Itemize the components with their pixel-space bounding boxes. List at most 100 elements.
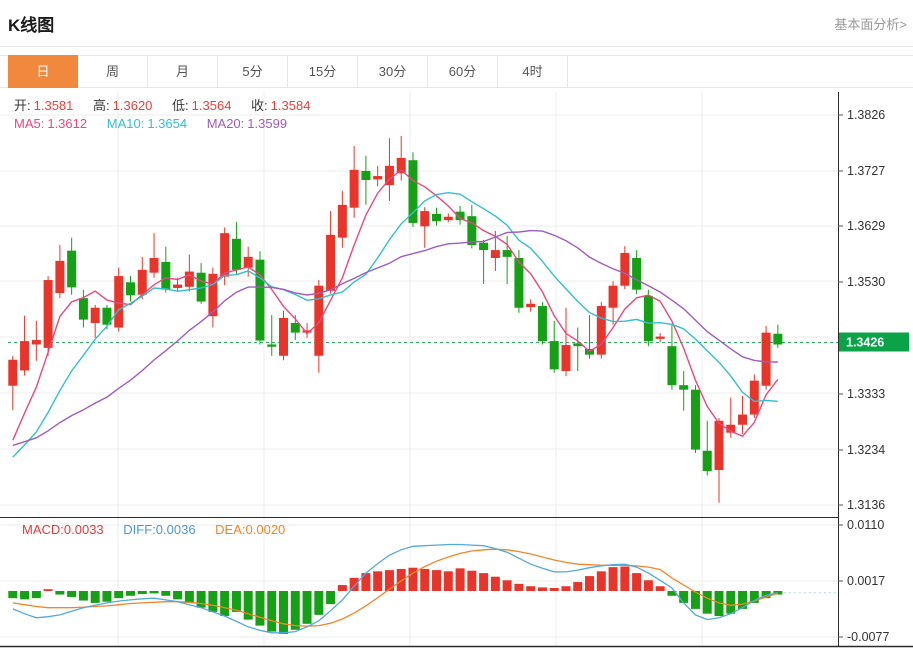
tab-15分[interactable]: 15分 (288, 56, 358, 87)
macd-bar (773, 591, 783, 595)
open-label: 开: (14, 98, 31, 113)
macd-bar (220, 591, 230, 617)
candle-up (655, 336, 665, 339)
macd-bar (573, 582, 583, 591)
candle-up (137, 269, 147, 295)
candle-up (243, 256, 253, 268)
candle-up (8, 359, 18, 386)
candle-down (102, 307, 112, 325)
candle-up (208, 273, 218, 317)
macd-bar (173, 591, 183, 600)
candle-down (408, 160, 418, 223)
macd-bar (337, 585, 347, 591)
candle-down (196, 272, 206, 302)
macd-bar (667, 591, 677, 596)
candle-up (314, 285, 324, 356)
candle-down (161, 261, 171, 290)
candle-down (479, 242, 489, 251)
macd-bar (632, 573, 642, 591)
macd-bar (267, 591, 277, 632)
macd-bar (90, 591, 100, 603)
high-label: 高: (93, 98, 110, 113)
candle-down (67, 250, 77, 288)
ma20-line (12, 229, 778, 447)
candle-up (31, 339, 41, 345)
diff-label: DIFF: (123, 522, 156, 537)
candle-up (337, 204, 347, 238)
open-value: 1.3581 (33, 98, 74, 113)
tab-5分[interactable]: 5分 (218, 56, 288, 87)
candle-down (514, 258, 524, 308)
macd-bar (679, 591, 689, 603)
price-axis-label: 1.3629 (847, 219, 885, 233)
candle-down (267, 344, 277, 347)
candle-up (220, 233, 230, 277)
candle-up (596, 306, 606, 355)
candle-up (114, 276, 124, 328)
macd-bar (655, 586, 665, 591)
candle-down (361, 170, 371, 180)
candle-down (549, 341, 559, 370)
candle-down (537, 306, 547, 342)
macd-bar (726, 591, 736, 614)
candle-up (326, 234, 336, 291)
macd-bar (420, 568, 430, 591)
macd-bar (43, 589, 53, 591)
macd-bar (20, 591, 30, 600)
candle-up (620, 252, 630, 286)
tab-30分[interactable]: 30分 (358, 56, 428, 87)
fundamental-analysis-link[interactable]: 基本面分析> (834, 17, 907, 32)
dea-line (12, 548, 778, 627)
close-value: 1.3584 (270, 98, 311, 113)
tab-周[interactable]: 周 (78, 56, 148, 87)
macd-bar (373, 571, 383, 591)
tab-月[interactable]: 月 (148, 56, 218, 87)
macd-bar (561, 586, 571, 591)
macd-bar (502, 580, 512, 591)
candle-up (608, 285, 618, 308)
macd-bar (514, 583, 524, 591)
macd-bar (126, 591, 135, 596)
candle-up (490, 250, 500, 258)
candle-up (90, 307, 100, 323)
macd-bar (396, 568, 406, 591)
candle-up (420, 211, 430, 227)
high-value: 1.3620 (112, 98, 153, 113)
macd-bar (314, 591, 324, 615)
candle-down (467, 216, 477, 245)
tab-4时[interactable]: 4时 (498, 56, 568, 87)
candle-up (561, 345, 571, 372)
macd-legend: MACD:0.0033 DIFF:0.0036 DEA:0.0020 (22, 522, 301, 537)
macd-bar (749, 591, 759, 603)
tab-60分[interactable]: 60分 (428, 56, 498, 87)
candle-down (255, 259, 265, 341)
price-axis-label: 1.3727 (847, 164, 885, 178)
price-axis-label: 1.3530 (847, 275, 885, 289)
price-axis-label: 1.3333 (847, 387, 885, 401)
price-axis-label: 1.3136 (847, 498, 885, 512)
candle-down (432, 213, 442, 222)
page-title: K线图 (8, 16, 55, 35)
macd-bar (349, 577, 359, 591)
macd-bar (184, 591, 194, 603)
macd-bar (643, 580, 653, 591)
ma20-label: MA20: (206, 116, 245, 131)
ohlc-legend: 开: 1.3581 高: 1.3620 低: 1.3564 收: 1.3584 (14, 95, 326, 114)
macd-bar (243, 591, 253, 620)
macd-bar (585, 576, 595, 591)
macd-bar (196, 591, 206, 608)
macd-bar (384, 570, 394, 591)
macd-bar (690, 591, 700, 609)
ma10-line (12, 191, 778, 458)
candle-down (231, 238, 241, 270)
macd-bar (443, 571, 453, 591)
tab-日[interactable]: 日 (8, 55, 78, 88)
candle-down (455, 211, 465, 221)
macd-axis-label: -0.0077 (847, 630, 889, 644)
macd-bar (432, 570, 442, 591)
candle-up (443, 216, 453, 221)
macd-bar (455, 568, 465, 591)
macd-bar (408, 567, 418, 591)
candle-down (667, 346, 677, 386)
